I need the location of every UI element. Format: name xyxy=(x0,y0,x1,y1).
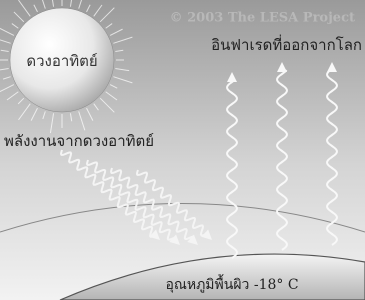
diagram: © 2003 The LESA Project ดวงอาทิตย์ อินฟา… xyxy=(0,0,365,300)
watermark: © 2003 The LESA Project xyxy=(170,11,355,26)
solar-energy-label: พลังงานจากดวงอาทิตย์ xyxy=(4,132,154,150)
sun-label: ดวงอาทิตย์ xyxy=(26,52,97,70)
infrared-label: อินฟาเรดที่ออกจากโลก xyxy=(211,34,362,54)
surface-temperature-label: อุณหภูมิพื้นผิว -18° C xyxy=(165,274,298,293)
